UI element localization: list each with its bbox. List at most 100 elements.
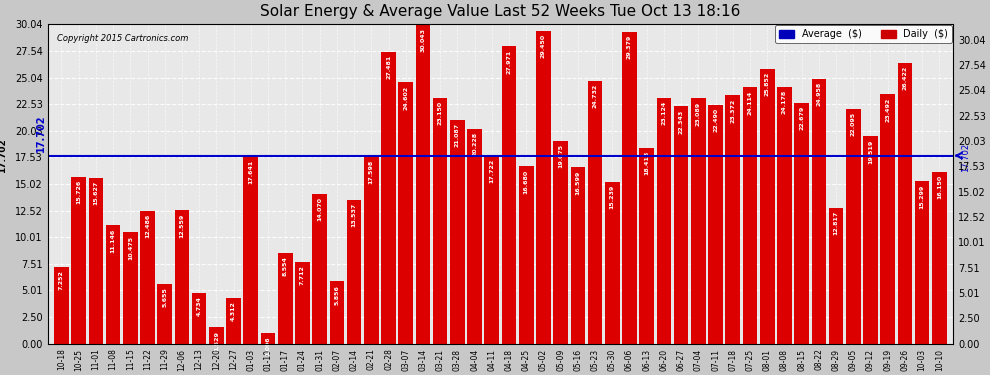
Bar <box>330 282 345 344</box>
Text: 17.641: 17.641 <box>248 159 253 184</box>
Text: 5.655: 5.655 <box>162 287 167 307</box>
Bar <box>812 78 826 344</box>
Text: 25.852: 25.852 <box>764 72 769 96</box>
Legend: Average  ($), Daily  ($): Average ($), Daily ($) <box>775 26 952 43</box>
Bar <box>278 253 293 344</box>
Text: 12.559: 12.559 <box>179 213 184 238</box>
Bar <box>863 136 878 344</box>
Bar <box>605 182 620 344</box>
Bar <box>932 172 946 344</box>
Text: 12.817: 12.817 <box>834 211 839 235</box>
Text: Copyright 2015 Cartronics.com: Copyright 2015 Cartronics.com <box>56 34 188 43</box>
Bar <box>484 155 499 344</box>
Bar <box>174 210 189 344</box>
Bar <box>416 24 431 344</box>
Bar <box>640 148 654 344</box>
Text: 11.146: 11.146 <box>111 228 116 253</box>
Bar <box>364 157 378 344</box>
Bar <box>312 194 327 344</box>
Text: 23.124: 23.124 <box>661 101 666 125</box>
Text: 1.529: 1.529 <box>214 331 219 351</box>
Bar <box>537 31 550 344</box>
Bar <box>106 225 121 344</box>
Text: 5.856: 5.856 <box>335 285 340 304</box>
Bar <box>209 327 224 344</box>
Bar <box>433 98 447 344</box>
Text: 19.075: 19.075 <box>558 144 563 168</box>
Bar <box>588 81 602 344</box>
Bar <box>88 178 103 344</box>
Text: 14.070: 14.070 <box>317 197 322 221</box>
Bar <box>777 87 792 344</box>
Text: 23.089: 23.089 <box>696 102 701 126</box>
Text: 24.958: 24.958 <box>817 82 822 106</box>
Bar <box>346 200 361 344</box>
Text: 17.702: 17.702 <box>960 142 969 171</box>
Text: 18.418: 18.418 <box>644 151 649 176</box>
Bar <box>760 69 774 344</box>
Bar <box>794 103 809 344</box>
Text: 24.114: 24.114 <box>747 91 752 115</box>
Text: 17.722: 17.722 <box>489 159 494 183</box>
Text: 10.475: 10.475 <box>128 236 133 260</box>
Text: 20.228: 20.228 <box>472 132 477 156</box>
Text: 21.087: 21.087 <box>454 123 460 147</box>
Bar <box>123 232 138 344</box>
Bar <box>674 106 688 344</box>
Text: 15.627: 15.627 <box>93 181 98 205</box>
Bar <box>570 167 585 344</box>
Text: 7.712: 7.712 <box>300 265 305 285</box>
Bar <box>691 98 706 344</box>
Bar <box>192 293 207 344</box>
Text: 26.422: 26.422 <box>903 66 908 90</box>
Bar <box>141 211 154 344</box>
Bar <box>726 95 741 344</box>
Bar <box>157 284 172 344</box>
Text: 24.732: 24.732 <box>593 84 598 108</box>
Text: 15.726: 15.726 <box>76 180 81 204</box>
Text: 17.598: 17.598 <box>369 160 374 184</box>
Text: 23.492: 23.492 <box>885 97 890 122</box>
Text: 24.602: 24.602 <box>403 86 408 109</box>
Text: 13.537: 13.537 <box>351 203 356 227</box>
Text: 22.490: 22.490 <box>713 108 718 132</box>
Bar <box>656 98 671 344</box>
Bar <box>519 166 534 344</box>
Text: 17.702: 17.702 <box>0 138 7 173</box>
Text: 4.734: 4.734 <box>197 297 202 316</box>
Text: 22.095: 22.095 <box>850 112 855 136</box>
Text: 4.312: 4.312 <box>231 301 236 321</box>
Text: 12.486: 12.486 <box>145 214 150 238</box>
Text: 15.239: 15.239 <box>610 185 615 209</box>
Title: Solar Energy & Average Value Last 52 Weeks Tue Oct 13 18:16: Solar Energy & Average Value Last 52 Wee… <box>260 4 741 19</box>
Text: 22.343: 22.343 <box>678 110 684 134</box>
Text: 27.971: 27.971 <box>507 50 512 74</box>
Text: 30.043: 30.043 <box>421 28 426 52</box>
Text: 24.178: 24.178 <box>782 90 787 114</box>
Bar <box>71 177 86 344</box>
Bar <box>708 105 723 344</box>
Bar <box>381 52 396 344</box>
Bar <box>295 262 310 344</box>
Text: 8.554: 8.554 <box>283 256 288 276</box>
Text: 16.150: 16.150 <box>937 175 941 200</box>
Bar <box>502 46 517 344</box>
Bar <box>622 32 637 344</box>
Text: 29.379: 29.379 <box>627 35 632 59</box>
Bar <box>898 63 912 344</box>
Bar <box>915 181 930 344</box>
Bar <box>467 129 482 344</box>
Text: 1.006: 1.006 <box>265 336 270 356</box>
Bar <box>244 156 258 344</box>
Bar <box>54 267 68 344</box>
Bar <box>450 120 464 344</box>
Text: 16.599: 16.599 <box>575 171 580 195</box>
Text: 27.481: 27.481 <box>386 55 391 79</box>
Text: 23.372: 23.372 <box>731 99 736 123</box>
Text: 29.450: 29.450 <box>541 34 545 58</box>
Bar <box>227 298 241 344</box>
Text: 17.702: 17.702 <box>36 115 46 152</box>
Bar <box>742 87 757 344</box>
Bar <box>880 94 895 344</box>
Text: 16.680: 16.680 <box>524 170 529 194</box>
